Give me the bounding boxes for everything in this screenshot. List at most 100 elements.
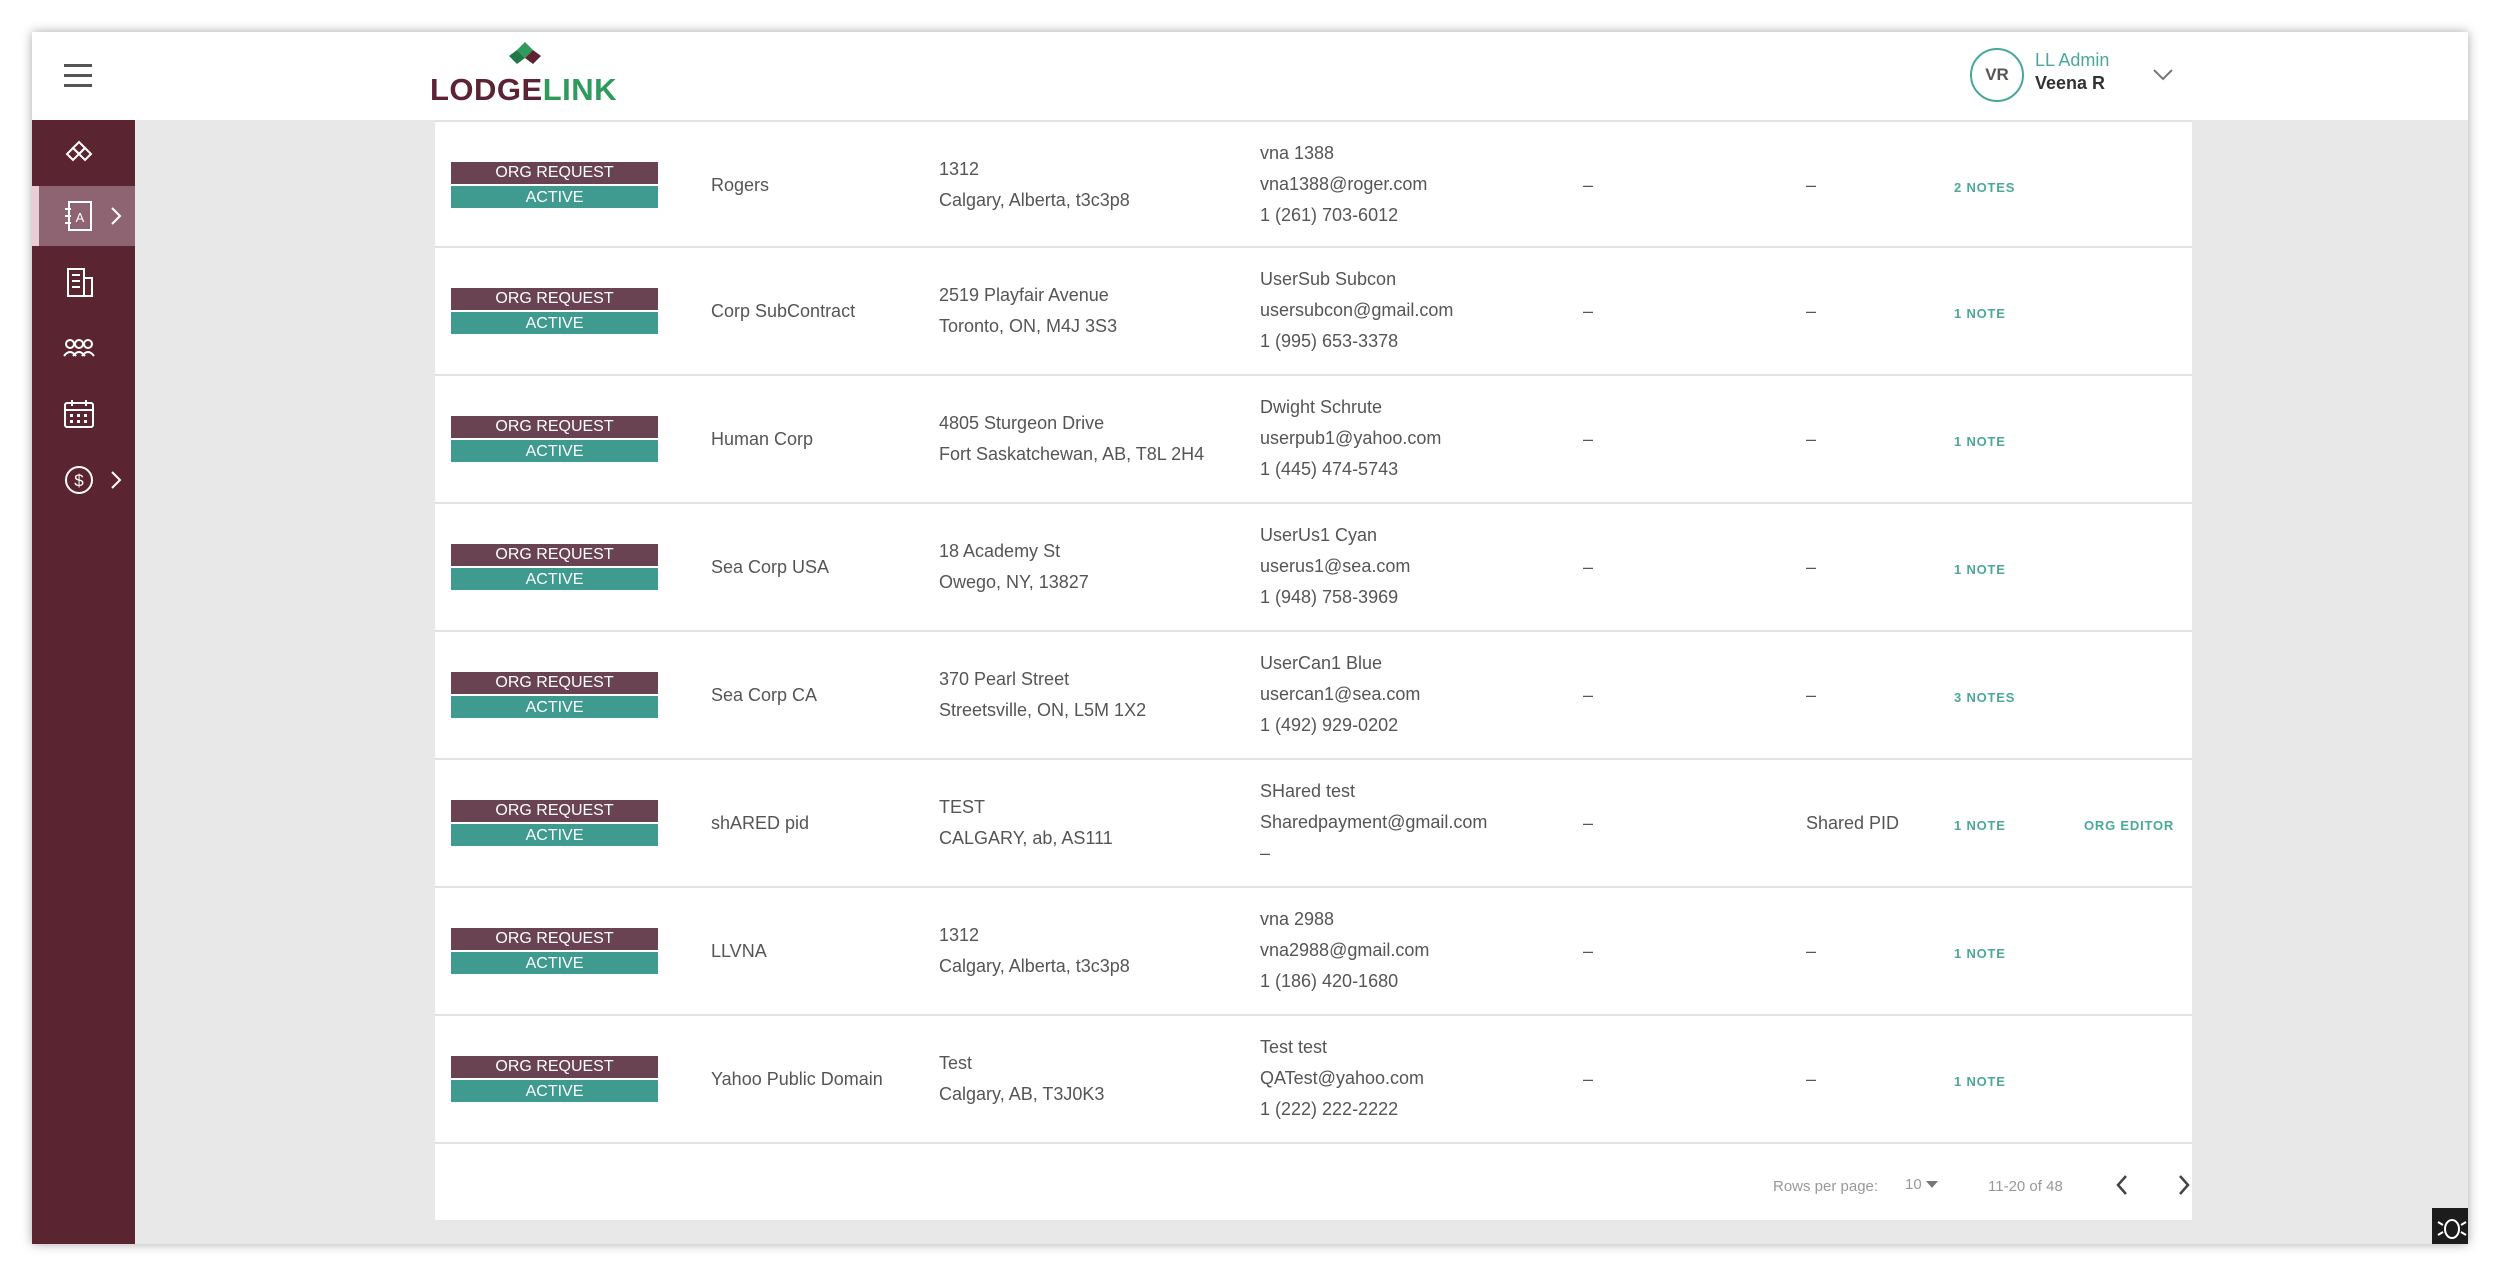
- contact-email: Sharedpayment@gmail.com: [1260, 812, 1488, 832]
- address-line-2: Owego, NY, 13827: [939, 572, 1089, 592]
- contact-email: usercan1@sea.com: [1260, 684, 1421, 704]
- table-row[interactable]: ORG REQUEST ACTIVE Yahoo Public Domain Test…: [435, 1016, 2192, 1144]
- table-row[interactable]: ORG REQUEST ACTIVE Sea Corp CA 370 Pearl St…: [435, 632, 2192, 760]
- sidebar-item-billing[interactable]: $: [32, 450, 135, 510]
- bug-report-icon[interactable]: [2432, 1208, 2468, 1244]
- contact-email: vna2988@gmail.com: [1260, 940, 1430, 960]
- previous-page-icon[interactable]: [2115, 1174, 2129, 1196]
- column-5-value: –: [1583, 685, 1594, 705]
- org-name: LLVNA: [711, 941, 767, 961]
- org-contact: SHared test Sharedpayment@gmail.com –: [1260, 776, 1487, 869]
- sidebar: A: [32, 120, 135, 1244]
- address-line-2: Streetsville, ON, L5M 1X2: [939, 700, 1147, 720]
- contact-email: userus1@sea.com: [1260, 556, 1411, 576]
- address-line-2: Toronto, ON, M4J 3S3: [939, 316, 1118, 336]
- table-row[interactable]: ORG REQUEST ACTIVE shARED pid TEST CALGARY, …: [435, 760, 2192, 888]
- user-menu[interactable]: VR LL Admin Veena R: [1970, 40, 2180, 112]
- address-line-2: CALGARY, ab, AS111: [939, 828, 1113, 848]
- status-org-request: ORG REQUEST: [451, 928, 658, 950]
- status-active: ACTIVE: [451, 694, 658, 718]
- logo-mark-icon: [509, 42, 541, 64]
- notes-link[interactable]: 2 NOTES: [1954, 180, 2016, 195]
- column-5-value: –: [1583, 175, 1594, 195]
- notes-link[interactable]: 1 NOTE: [1954, 306, 2006, 321]
- table-row[interactable]: ORG REQUEST ACTIVE LLVNA 1312 Calgary, Alber…: [435, 888, 2192, 1016]
- notes-link[interactable]: 1 NOTE: [1954, 946, 2006, 961]
- contact-name: vna 2988: [1260, 909, 1335, 929]
- org-contact: Test test QATest@yahoo.com 1 (222) 222-222…: [1260, 1032, 1424, 1125]
- status-org-request: ORG REQUEST: [451, 672, 658, 694]
- column-6-value: –: [1806, 429, 1817, 449]
- notes-link[interactable]: 1 NOTE: [1954, 434, 2006, 449]
- status-active: ACTIVE: [451, 566, 658, 590]
- column-6-value: Shared PID: [1806, 813, 1900, 833]
- org-contact: UserUs1 Cyan userus1@sea.com 1 (948) 758-3…: [1260, 520, 1410, 613]
- status-badge: ORG REQUEST ACTIVE: [451, 800, 658, 846]
- logo-text-link: LINK: [542, 72, 618, 107]
- status-active: ACTIVE: [451, 822, 658, 846]
- contact-phone: 1 (995) 653-3378: [1260, 331, 1399, 351]
- address-line-1: TEST: [939, 797, 986, 817]
- contact-phone: 1 (948) 758-3969: [1260, 587, 1399, 607]
- org-name: Sea Corp USA: [711, 557, 830, 577]
- user-name: Veena R: [2035, 73, 2106, 93]
- rows-per-page-value: 10: [1905, 1176, 1922, 1193]
- status-active: ACTIVE: [451, 438, 658, 462]
- table-row[interactable]: ORG REQUEST ACTIVE Corp SubContract 2519 Pl…: [435, 248, 2192, 376]
- org-contact: Dwight Schrute userpub1@yahoo.com 1 (445) …: [1260, 392, 1441, 485]
- notes-link[interactable]: 1 NOTE: [1954, 818, 2006, 833]
- notes-link[interactable]: 1 NOTE: [1954, 562, 2006, 577]
- contact-name: UserCan1 Blue: [1260, 653, 1383, 673]
- sidebar-item-directory[interactable]: A: [32, 186, 135, 246]
- status-badge: ORG REQUEST ACTIVE: [451, 162, 658, 208]
- org-contact: vna 2988 vna2988@gmail.com 1 (186) 420-168…: [1260, 904, 1429, 997]
- sidebar-item-people[interactable]: [32, 318, 135, 378]
- address-line-2: Calgary, Alberta, t3c3p8: [939, 190, 1130, 210]
- table-row[interactable]: ORG REQUEST ACTIVE Sea Corp USA 18 Academy …: [435, 504, 2192, 632]
- table-row[interactable]: ORG REQUEST ACTIVE Rogers 1312 Calgary, Albe…: [435, 120, 2192, 248]
- rows-per-page-select[interactable]: 10: [1905, 1176, 1938, 1193]
- org-name: Sea Corp CA: [711, 685, 818, 705]
- contact-name: Test test: [1260, 1037, 1328, 1057]
- sidebar-item-calendar[interactable]: [32, 384, 135, 444]
- column-5-value: –: [1583, 301, 1594, 321]
- lodgelink-logo[interactable]: LODGELINK: [430, 42, 630, 118]
- address-line-1: 2519 Playfair Avenue: [939, 285, 1109, 305]
- org-name: Yahoo Public Domain: [711, 1069, 883, 1089]
- column-5-value: –: [1583, 1069, 1594, 1089]
- avatar[interactable]: VR: [1970, 48, 2024, 102]
- status-badge: ORG REQUEST ACTIVE: [451, 544, 658, 590]
- org-contact: UserSub Subcon usersubcon@gmail.com 1 (995…: [1260, 264, 1453, 357]
- dollar-icon: $: [65, 466, 93, 494]
- column-5-value: –: [1583, 557, 1594, 577]
- notes-link[interactable]: 3 NOTES: [1954, 690, 2016, 705]
- contact-phone: 1 (186) 420-1680: [1260, 971, 1399, 991]
- hamburger-menu-icon[interactable]: [64, 54, 92, 94]
- chevron-down-icon[interactable]: [2152, 68, 2174, 82]
- org-name: shARED pid: [711, 813, 810, 833]
- sidebar-item-lodges[interactable]: [32, 252, 135, 312]
- contact-phone: 1 (222) 222-2222: [1260, 1099, 1399, 1119]
- caret-down-icon: [1925, 1181, 1938, 1188]
- column-6-value: –: [1806, 1069, 1817, 1089]
- address-line-1: 4805 Sturgeon Drive: [939, 413, 1105, 433]
- address-line-1: 1312: [939, 925, 980, 945]
- address-line-1: 370 Pearl Street: [939, 669, 1070, 689]
- sidebar-item-home[interactable]: [32, 120, 135, 180]
- column-6-value: –: [1806, 685, 1817, 705]
- status-active: ACTIVE: [451, 184, 658, 208]
- org-contact: vna 1388 vna1388@roger.com 1 (261) 703-601…: [1260, 138, 1427, 231]
- lodgelink-mark-icon: [65, 140, 93, 162]
- next-page-icon[interactable]: [2177, 1174, 2191, 1196]
- calendar-icon: [64, 400, 94, 428]
- org-address: 4805 Sturgeon Drive Fort Saskatchewan, AB…: [939, 408, 1204, 470]
- notes-link[interactable]: 1 NOTE: [1954, 1074, 2006, 1089]
- org-editor-link[interactable]: ORG EDITOR: [2084, 818, 2175, 833]
- org-address: 18 Academy St Owego, NY, 13827: [939, 536, 1089, 598]
- status-badge: ORG REQUEST ACTIVE: [451, 1056, 658, 1102]
- chevron-right-icon: [111, 471, 122, 489]
- contact-email: vna1388@roger.com: [1260, 174, 1428, 194]
- contact-phone: –: [1260, 843, 1271, 863]
- status-active: ACTIVE: [451, 950, 658, 974]
- table-row[interactable]: ORG REQUEST ACTIVE Human Corp 4805 Sturgeon…: [435, 376, 2192, 504]
